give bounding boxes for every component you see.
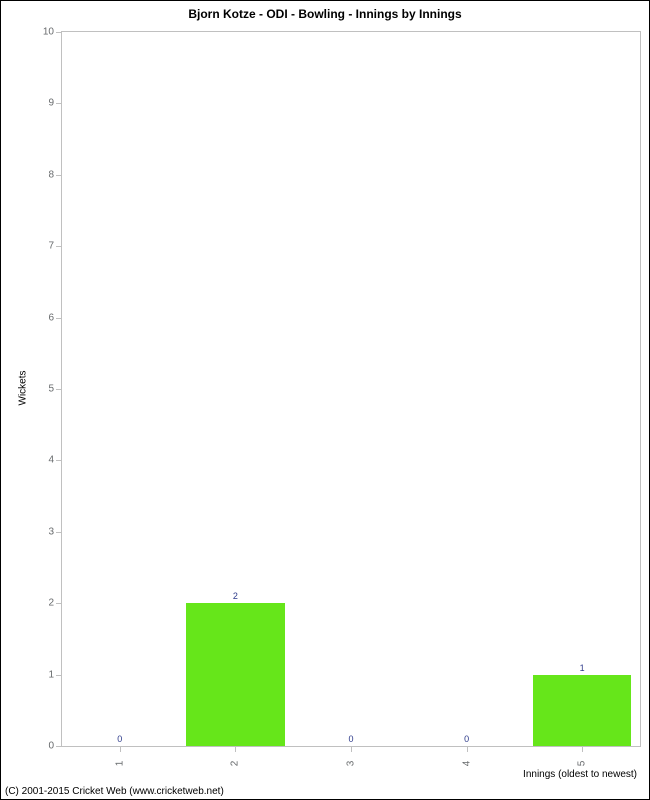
copyright-text: (C) 2001-2015 Cricket Web (www.cricketwe… <box>5 786 224 797</box>
y-tick-label: 4 <box>48 455 54 466</box>
x-tick-label: 1 <box>114 761 125 767</box>
x-tick-label: 2 <box>230 761 241 767</box>
y-tick-label: 10 <box>43 27 54 38</box>
y-tick-label: 0 <box>48 741 54 752</box>
x-tick-label: 5 <box>577 761 588 767</box>
y-tick-label: 7 <box>48 241 54 252</box>
y-tick-label: 8 <box>48 169 54 180</box>
x-axis-label: Innings (oldest to newest) <box>523 769 637 780</box>
bar-value-label: 0 <box>117 734 122 744</box>
y-tick-label: 5 <box>48 384 54 395</box>
bar <box>186 603 284 746</box>
y-tick-label: 2 <box>48 598 54 609</box>
x-tick-label: 4 <box>461 761 472 767</box>
chart-title: Bjorn Kotze - ODI - Bowling - Innings by… <box>1 1 649 21</box>
y-tick-label: 1 <box>48 669 54 680</box>
x-tick-label: 3 <box>346 761 357 767</box>
y-tick-label: 9 <box>48 98 54 109</box>
bar-value-label: 1 <box>580 663 585 673</box>
bar <box>533 675 631 746</box>
y-tick-label: 6 <box>48 312 54 323</box>
y-axis-label: Wickets <box>18 371 29 406</box>
bar-value-label: 0 <box>464 734 469 744</box>
chart-container: Bjorn Kotze - ODI - Bowling - Innings by… <box>0 0 650 800</box>
plot-area: 0123456789100122030415 <box>61 31 641 747</box>
y-tick-label: 3 <box>48 526 54 537</box>
bar-value-label: 0 <box>348 734 353 744</box>
bar-value-label: 2 <box>233 591 238 601</box>
